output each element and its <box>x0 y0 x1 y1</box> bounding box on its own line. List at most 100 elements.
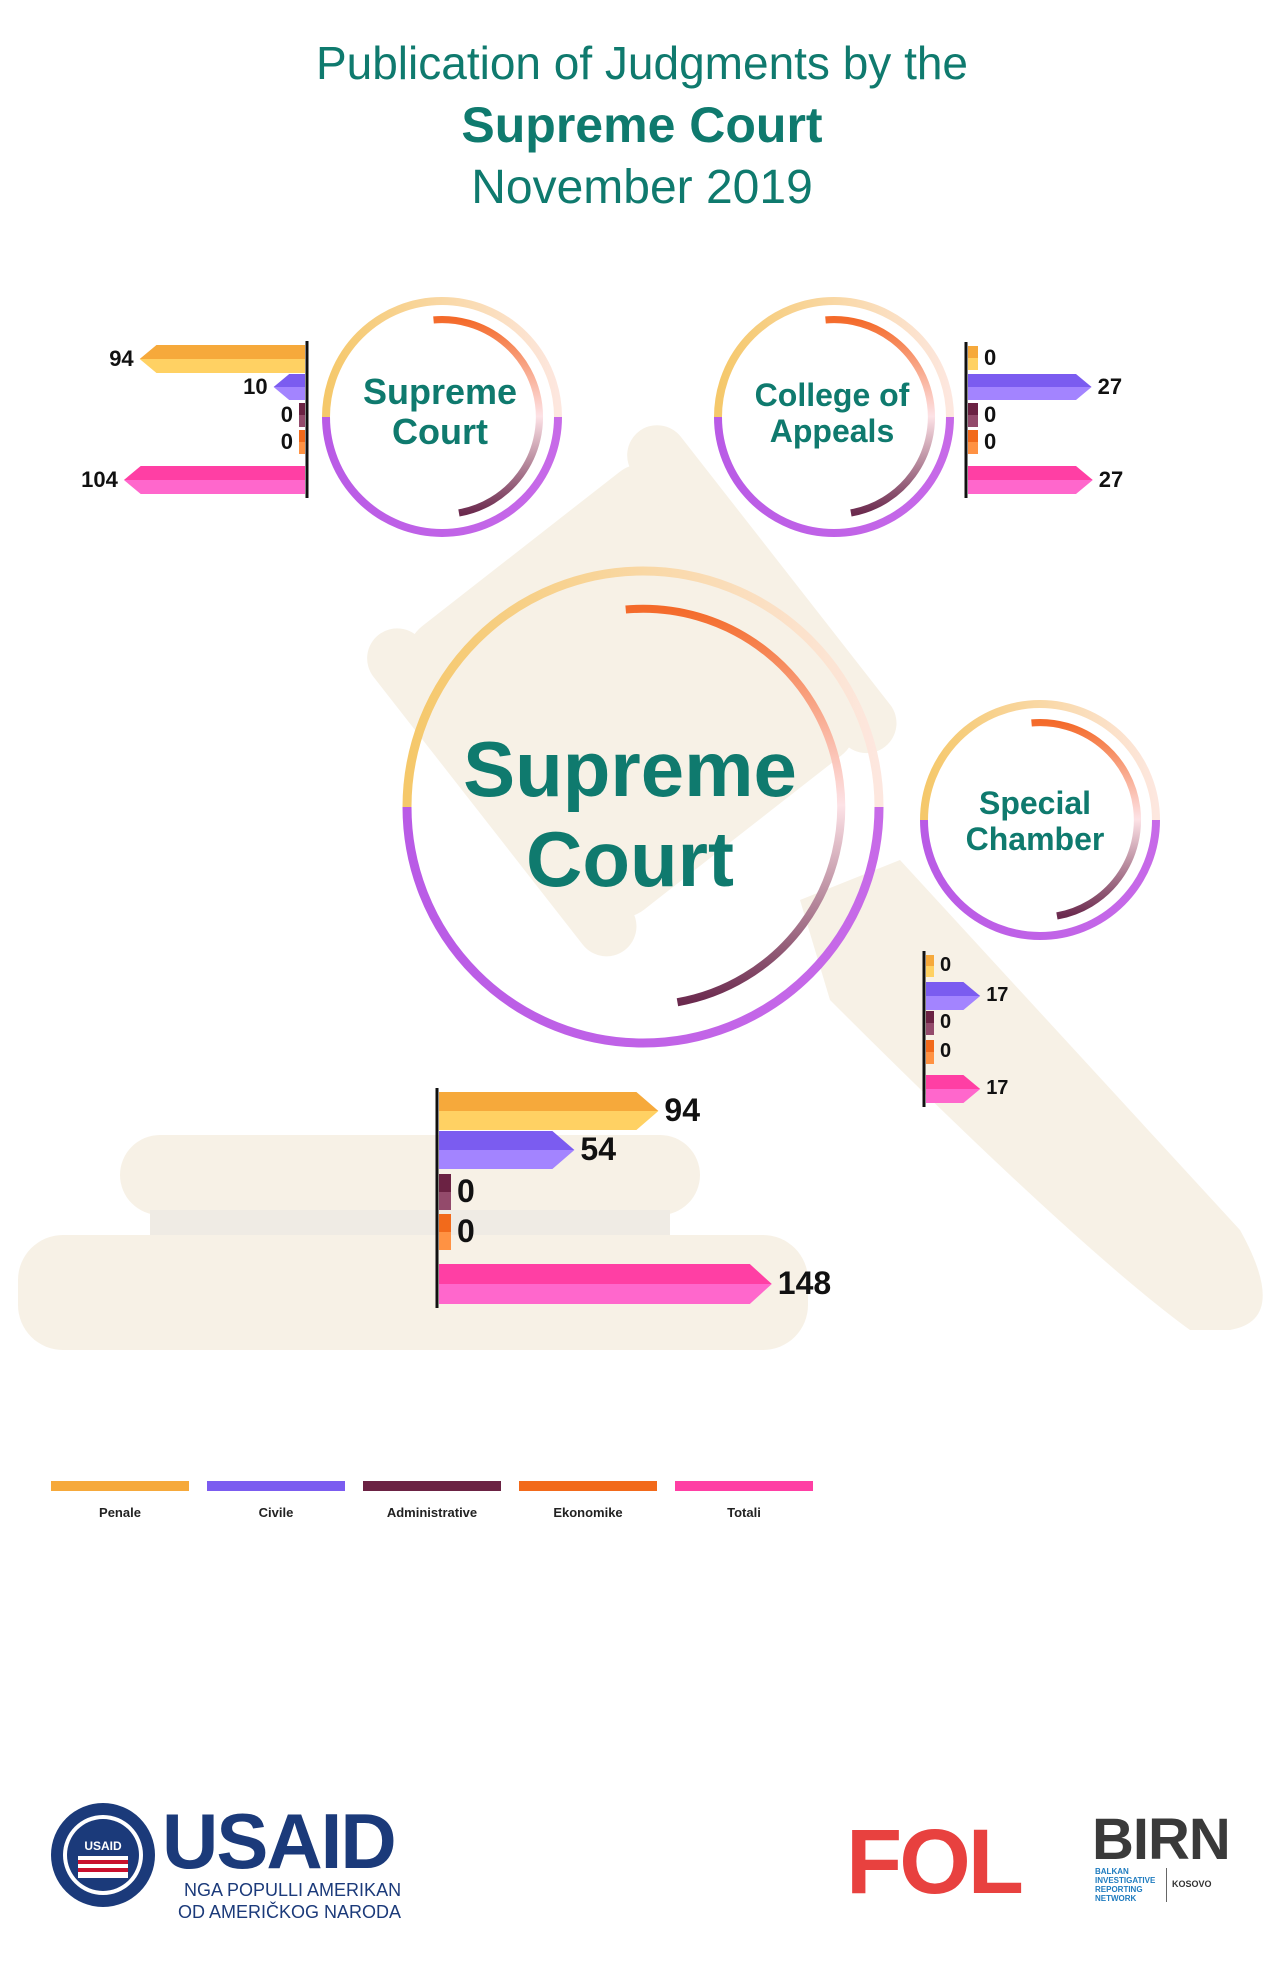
bar-administrative <box>299 403 305 427</box>
legend-label-totali: Totali <box>727 1505 761 1520</box>
bar-totali <box>123 466 305 494</box>
bar-value-label: 104 <box>81 467 118 493</box>
legend-swatch-penale <box>51 1481 189 1491</box>
ring-college-of-appeals <box>714 297 954 537</box>
birn-sub4: NETWORK <box>1095 1894 1137 1903</box>
ring-outer-top <box>920 700 1160 821</box>
chart-title-line2: Supreme Court <box>461 97 823 153</box>
bar-ekonomike <box>299 430 305 454</box>
bar-lower-half <box>968 415 978 427</box>
label-supreme-small-line1: Supreme <box>362 371 518 412</box>
bar-upper-half <box>439 1174 451 1192</box>
bar-administrative <box>968 403 978 427</box>
bar-administrative <box>439 1174 451 1210</box>
bar-value-label: 148 <box>777 1265 832 1302</box>
bar-administrative <box>926 1011 934 1035</box>
ring-inner-arc <box>433 315 544 517</box>
ring-supreme-big <box>402 566 884 1048</box>
legend-label-penale: Penale <box>99 1505 141 1520</box>
bar-upper-half <box>139 345 305 359</box>
bar-value-label: 0 <box>984 402 997 428</box>
bar-value-label: 17 <box>986 984 1009 1007</box>
bar-upper-half <box>439 1214 451 1232</box>
bar-value-label: 0 <box>940 1040 952 1063</box>
ring-outer-top <box>402 566 884 808</box>
bar-lower-half <box>968 480 1093 494</box>
bar-value-label: 0 <box>457 1213 475 1250</box>
bar-lower-half <box>926 966 934 977</box>
ring-outer-bottom <box>322 416 562 537</box>
label-special-line1: Special <box>978 785 1092 821</box>
bar-ekonomike <box>439 1214 451 1250</box>
bar-value-label: 54 <box>580 1131 616 1168</box>
ring-outer-bottom <box>714 416 954 537</box>
bar-ekonomike <box>968 430 978 454</box>
birn-divider <box>1166 1868 1167 1902</box>
bar-value-label: 0 <box>940 1011 952 1034</box>
bar-value-label: 0 <box>280 402 293 428</box>
bar-value-label: 10 <box>243 374 268 400</box>
bar-value-label: 0 <box>984 429 997 455</box>
birn-sub2: INVESTIGATIVE <box>1095 1876 1156 1885</box>
ring-outer-top <box>322 297 562 418</box>
chart-title-line1: Publication of Judgments by the <box>315 37 969 89</box>
legend-swatch-civile <box>207 1481 345 1491</box>
bar-lower-half <box>439 1284 772 1304</box>
bar-civile <box>273 374 305 400</box>
fol-logo: FOL <box>846 1811 1024 1913</box>
bar-value-label: 27 <box>1098 467 1124 493</box>
bar-lower-half <box>968 387 1092 400</box>
ring-outer-bottom <box>402 806 884 1048</box>
legend-swatch-totali <box>675 1481 813 1491</box>
bar-upper-half <box>926 982 981 996</box>
bar-civile <box>439 1131 575 1169</box>
bar-value-label: 94 <box>664 1092 700 1129</box>
bar-lower-half <box>926 1089 981 1103</box>
ring-inner-arc <box>625 604 846 1007</box>
bar-upper-half <box>926 1040 934 1052</box>
label-special-line2: Chamber <box>965 820 1105 857</box>
legend-label-administrative: Administrative <box>386 1505 478 1520</box>
label-college-of-appeals: College of Appeals <box>722 377 942 450</box>
ring-outer-top <box>714 297 954 418</box>
bar-upper-half <box>968 346 978 358</box>
ring-inner-arc <box>1031 718 1142 920</box>
label-supreme-court-big: Supreme Court <box>400 725 860 904</box>
bar-upper-half <box>968 430 978 442</box>
bar-lower-half <box>926 1023 934 1035</box>
label-supreme-court-small: Supreme Court <box>330 371 550 453</box>
bar-totali <box>926 1075 981 1103</box>
bar-lower-half <box>439 1150 575 1169</box>
legend-label-ekonomike: Ekonomike <box>553 1505 623 1520</box>
chart-subtitle-date: November 2019 <box>471 161 813 214</box>
label-supreme-big-line2: Court <box>526 814 734 903</box>
birn-sub3: REPORTING <box>1095 1885 1143 1894</box>
bar-upper-half <box>439 1131 575 1150</box>
bar-ekonomike <box>926 1040 934 1064</box>
bar-upper-half <box>439 1092 659 1111</box>
bar-upper-half <box>926 1011 934 1023</box>
bar-lower-half <box>439 1111 659 1130</box>
label-college-line2: Appeals <box>769 412 895 449</box>
label-supreme-big-line1: Supreme <box>463 725 797 813</box>
label-special-chamber: Special Chamber <box>935 785 1135 858</box>
bar-upper-half <box>273 374 305 387</box>
bar-upper-half <box>439 1264 772 1284</box>
bar-lower-half <box>968 358 978 370</box>
bar-value-label: 17 <box>986 1077 1009 1100</box>
bar-lower-half <box>299 442 305 454</box>
legend-swatch-administrative <box>363 1481 501 1491</box>
bar-upper-half <box>968 374 1092 387</box>
bar-value-label: 0 <box>457 1173 475 1210</box>
legend-label-civile: Civile <box>258 1505 294 1520</box>
bar-value-label: 0 <box>984 345 997 371</box>
bar-lower-half <box>439 1232 451 1250</box>
ring-outer-bottom <box>920 819 1160 940</box>
bar-value-label: 27 <box>1097 374 1123 400</box>
bar-penale <box>139 345 305 373</box>
usaid-wordmark: USAID <box>162 1797 397 1885</box>
bar-upper-half <box>968 403 978 415</box>
birn-wordmark: BIRN <box>1092 1807 1231 1872</box>
